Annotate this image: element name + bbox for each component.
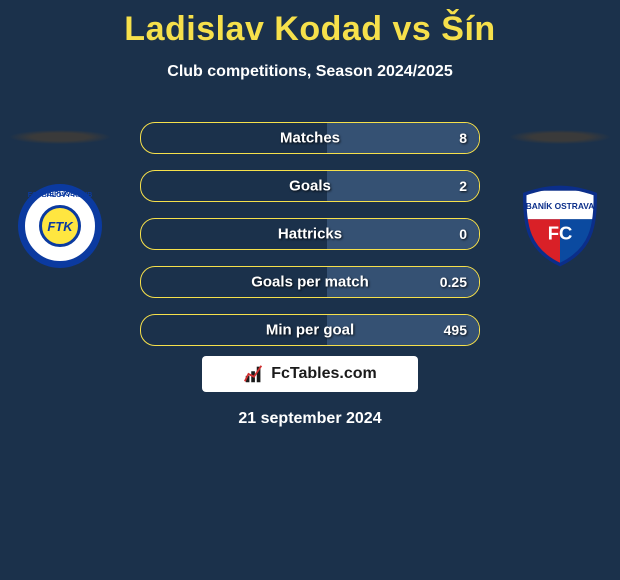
stat-value-right: 8	[459, 130, 467, 146]
player-left-block: FOTBALOVÝ KLUB FTK TEPLICE	[10, 130, 110, 268]
stat-row-goals: Goals 2	[140, 170, 480, 202]
stat-value-right: 0	[459, 226, 467, 242]
page-title: Ladislav Kodad vs Šín	[0, 0, 620, 49]
stat-row-mpg: Min per goal 495	[140, 314, 480, 346]
stat-value-right: 2	[459, 178, 467, 194]
club-crest-teplice: FOTBALOVÝ KLUB FTK TEPLICE	[18, 184, 102, 268]
player-right-silhouette	[510, 130, 610, 144]
stat-fill-right	[327, 171, 479, 201]
stat-label: Goals	[289, 178, 331, 195]
logo-text: FcTables.com	[271, 365, 377, 383]
club-crest-banik: BANÍK OSTRAVA FC	[518, 184, 602, 268]
player-left-silhouette	[10, 130, 110, 144]
stat-fill-right	[327, 219, 479, 249]
stat-label: Matches	[280, 130, 340, 147]
player-right-block: BANÍK OSTRAVA FC	[510, 130, 610, 268]
stat-fill-right	[327, 123, 479, 153]
stat-value-right: 0.25	[440, 274, 467, 290]
crest-ring-text: BANÍK OSTRAVA	[526, 200, 595, 211]
stat-row-matches: Matches 8	[140, 122, 480, 154]
fctables-link[interactable]: FcTables.com	[202, 356, 418, 392]
crest-monogram: FC	[548, 222, 573, 243]
banik-shield-icon: BANÍK OSTRAVA FC	[518, 184, 602, 268]
stat-value-right: 495	[444, 322, 467, 338]
bar-chart-icon	[243, 363, 265, 385]
stat-label: Min per goal	[266, 322, 354, 339]
date-text: 21 september 2024	[0, 410, 620, 428]
crest-ring-text-bottom: TEPLICE	[25, 191, 95, 260]
subtitle: Club competitions, Season 2024/2025	[0, 63, 620, 81]
stat-row-hattricks: Hattricks 0	[140, 218, 480, 250]
stat-bars: Matches 8 Goals 2 Hattricks 0 Goals per …	[140, 122, 480, 362]
stat-label: Goals per match	[251, 274, 369, 291]
stat-label: Hattricks	[278, 226, 342, 243]
stat-row-gpm: Goals per match 0.25	[140, 266, 480, 298]
comparison-card: Ladislav Kodad vs Šín Club competitions,…	[0, 0, 620, 580]
